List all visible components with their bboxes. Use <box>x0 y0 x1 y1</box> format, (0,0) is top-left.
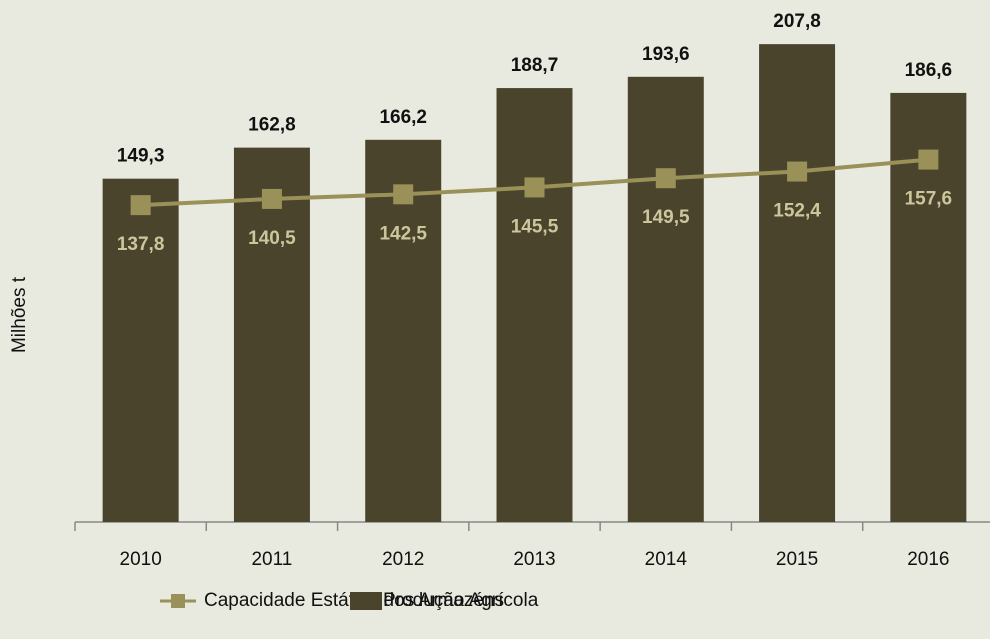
bar <box>102 178 179 522</box>
bar-value-label: 193,6 <box>642 44 690 65</box>
bar <box>759 44 836 522</box>
line-marker <box>130 195 151 216</box>
line-marker <box>524 177 545 198</box>
x-tick-label: 2010 <box>120 549 162 570</box>
x-tick-label: 2013 <box>513 549 555 570</box>
bar-value-label: 162,8 <box>248 115 296 136</box>
bar <box>233 147 310 522</box>
line-value-label: 157,6 <box>905 189 953 210</box>
line-value-label: 142,5 <box>379 223 427 244</box>
x-tick-label: 2015 <box>776 549 818 570</box>
line-value-label: 152,4 <box>773 201 821 222</box>
bar <box>627 76 704 522</box>
line-value-label: 140,5 <box>248 228 296 249</box>
bar-value-label: 186,6 <box>905 60 953 81</box>
x-tick-label: 2016 <box>907 549 949 570</box>
bar <box>496 88 573 523</box>
bar-value-label: 166,2 <box>379 107 427 128</box>
x-tick-label: 2012 <box>382 549 424 570</box>
x-tick-label: 2014 <box>645 549 688 570</box>
bar-value-label: 149,3 <box>117 146 165 167</box>
line-marker <box>655 168 676 189</box>
legend-marker <box>171 594 185 608</box>
line-marker <box>918 149 939 170</box>
line-value-label: 145,5 <box>511 216 559 237</box>
line-marker <box>393 184 414 205</box>
line-marker <box>787 161 808 182</box>
bar-value-label: 207,8 <box>773 11 821 32</box>
y-axis-label: Milhões t <box>9 276 30 353</box>
legend-swatch <box>350 592 382 610</box>
legend-label: Produção Agrícola <box>383 590 539 611</box>
line-value-label: 137,8 <box>117 234 165 255</box>
line-marker <box>261 188 282 209</box>
x-tick-label: 2011 <box>251 549 292 570</box>
bar-value-label: 188,7 <box>511 55 559 76</box>
line-value-label: 149,5 <box>642 207 690 228</box>
